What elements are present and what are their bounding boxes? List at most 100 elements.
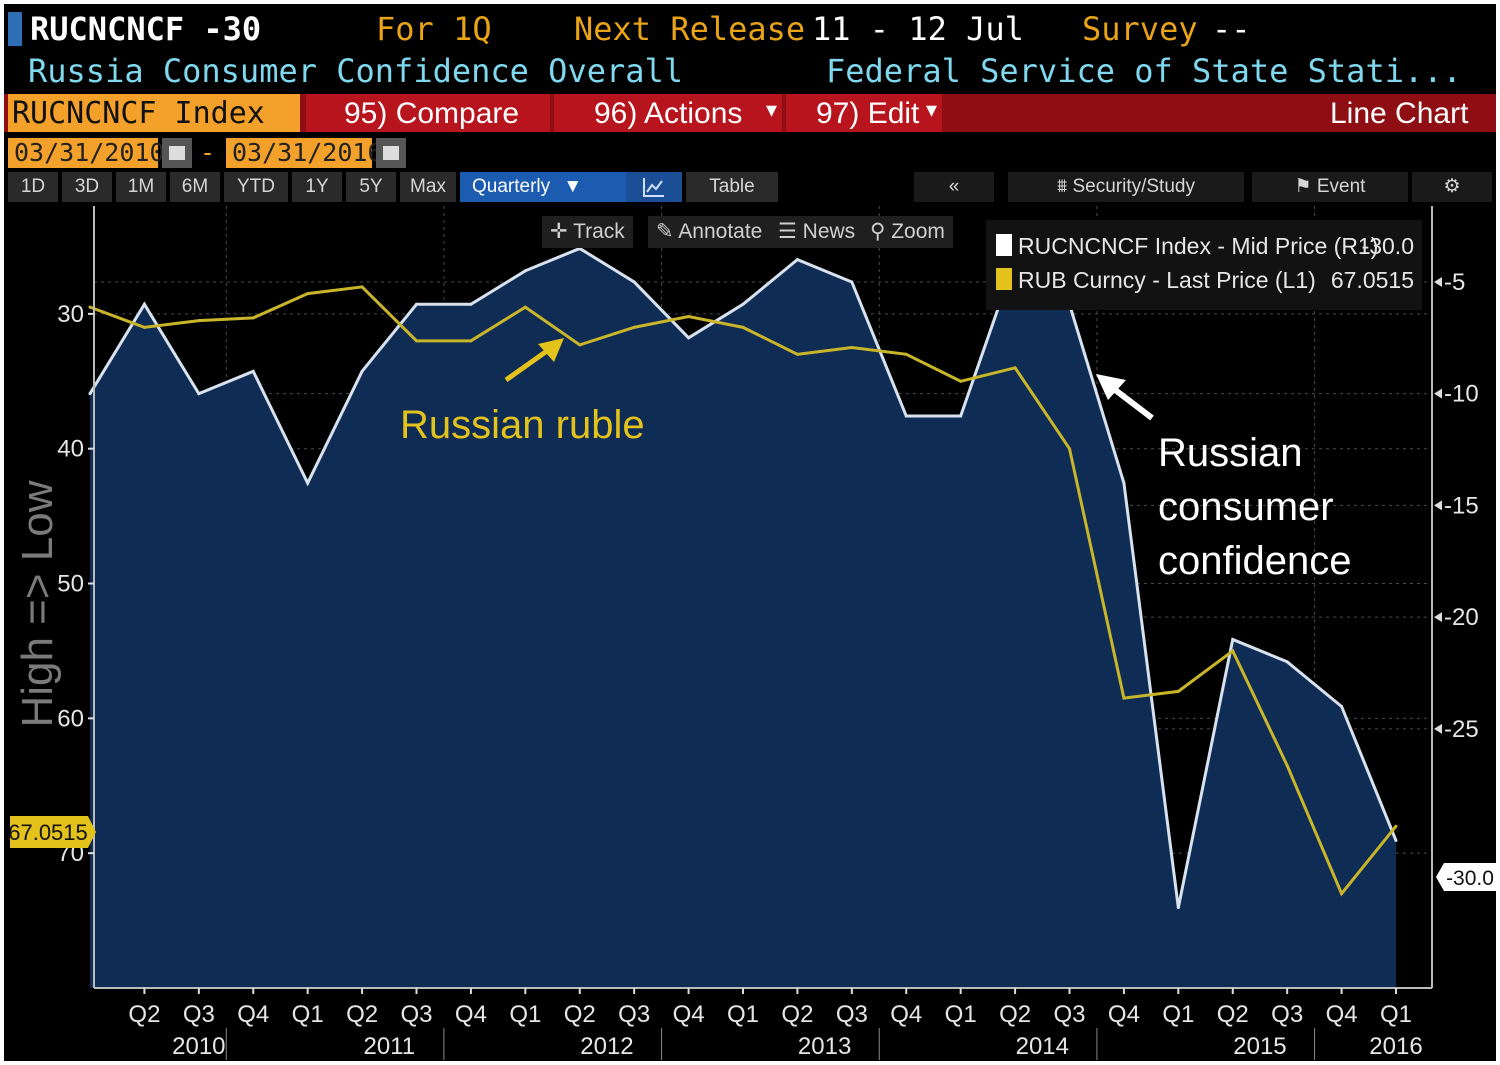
chart-view-icon[interactable] xyxy=(626,172,682,202)
x-axis-tick-label: Q4 xyxy=(1326,1001,1358,1028)
series-title: Russia Consumer Confidence Overall xyxy=(28,52,684,90)
legend-swatch-confidence xyxy=(996,234,1012,256)
x-axis-tick-label: Q1 xyxy=(1162,1001,1194,1028)
for-period-label: For 1Q xyxy=(376,10,492,48)
x-axis-tick-label: Q1 xyxy=(292,1001,324,1028)
x-axis-tick-label: Q1 xyxy=(509,1001,541,1028)
right-axis-tick xyxy=(1434,500,1442,511)
collapse-icon[interactable]: « xyxy=(914,172,994,202)
x-axis-tick-label: Q1 xyxy=(1380,1001,1412,1028)
left-axis-title: High => Low xyxy=(13,480,62,727)
start-calendar-icon[interactable] xyxy=(162,138,192,168)
compare-button[interactable]: 95) Compare xyxy=(306,94,550,132)
x-axis-tick-label: Q2 xyxy=(1217,1001,1249,1028)
ruble-point xyxy=(850,346,854,350)
right-axis-tick-label: -15 xyxy=(1444,492,1479,519)
survey-label: Survey xyxy=(1082,10,1198,48)
confidence-point xyxy=(251,369,255,373)
legend-confidence-label: RUCNCNCF Index - Mid Price (R1) xyxy=(1018,233,1378,259)
event-button[interactable]: ⚑ Event xyxy=(1252,172,1408,202)
edit-dropdown-icon: ▾ xyxy=(926,97,938,122)
legend-ruble-value: 67.0515 xyxy=(1331,267,1414,293)
confidence-point xyxy=(850,280,854,284)
x-axis-year-label: 2010 xyxy=(172,1033,225,1060)
flag-icon: ⚑ xyxy=(1294,176,1317,197)
confidence-point xyxy=(1340,704,1344,708)
confidence-point xyxy=(632,280,636,284)
security-study-button[interactable]: ⩩ Security/Study xyxy=(1008,172,1244,202)
index-field[interactable]: RUCNCNCF Index xyxy=(8,94,300,132)
range-3d-button[interactable]: 3D xyxy=(62,172,112,202)
left-axis-tick-label: 40 xyxy=(57,436,84,463)
x-axis-tick-label: Q3 xyxy=(1271,1001,1303,1028)
confidence-point xyxy=(306,481,310,485)
zoom-button[interactable]: ⚲ Zoom xyxy=(862,216,953,248)
confidence-point xyxy=(88,392,92,396)
ruble-point xyxy=(360,285,364,289)
terminal-window: RUCNCNCF -30 For 1Q Next Release 11 - 12… xyxy=(4,4,1496,1061)
ruble-point xyxy=(1394,824,1398,828)
right-axis-tick xyxy=(1434,276,1442,287)
annotate-button[interactable]: ✎ Annotate xyxy=(648,216,771,248)
ticker-label: RUCNCNCF -30 xyxy=(30,10,262,48)
right-axis-tick-label: -25 xyxy=(1444,716,1479,743)
table-view-button[interactable]: Table xyxy=(686,172,778,202)
ruble-point xyxy=(197,319,201,323)
ruble-point xyxy=(632,325,636,329)
chart-type-label[interactable]: Line Chart xyxy=(1330,97,1469,130)
actions-button[interactable]: 96) Actions ▾ xyxy=(554,94,782,132)
x-axis-year-label: 2013 xyxy=(798,1033,851,1060)
range-6m-button[interactable]: 6M xyxy=(170,172,220,202)
x-axis-tick-label: Q3 xyxy=(183,1001,215,1028)
end-date-field[interactable]: 03/31/2016 xyxy=(226,138,383,168)
edit-button[interactable]: 97) Edit ▾ xyxy=(786,94,942,132)
x-axis-year-label: 2011 xyxy=(363,1033,415,1060)
x-axis-year-label: 2015 xyxy=(1233,1033,1286,1060)
x-axis-year-label: 2016 xyxy=(1369,1033,1422,1060)
track-button[interactable]: ✛ Track xyxy=(542,216,633,248)
news-button[interactable]: ☰ News xyxy=(770,216,864,248)
confidence-current-value-tag: -30.0 xyxy=(1436,863,1496,891)
x-axis-tick-label: Q3 xyxy=(400,1001,432,1028)
x-axis-tick-label: Q3 xyxy=(1053,1001,1085,1028)
actions-dropdown-icon: ▾ xyxy=(766,97,778,122)
ruble-point xyxy=(795,352,799,356)
ruble-point xyxy=(142,325,146,329)
gear-icon[interactable]: ⚙ xyxy=(1412,172,1492,202)
survey-value: -- xyxy=(1212,10,1251,48)
pencil-icon: ✎ xyxy=(656,220,679,243)
chart-points xyxy=(88,246,1398,910)
start-date-field[interactable]: 03/31/2010 xyxy=(8,138,165,168)
legend-swatch-ruble xyxy=(996,268,1012,290)
x-axis-tick-label: Q3 xyxy=(836,1001,868,1028)
frequency-select[interactable]: Quarterly ▼ xyxy=(460,172,632,202)
range-max-button[interactable]: Max xyxy=(400,172,456,202)
range-1d-button[interactable]: 1D xyxy=(8,172,58,202)
range-5y-button[interactable]: 5Y xyxy=(346,172,396,202)
range-1m-button[interactable]: 1M xyxy=(116,172,166,202)
end-calendar-icon[interactable] xyxy=(376,138,406,168)
x-axis-tick-label: Q2 xyxy=(128,1001,160,1028)
x-axis-tick-label: Q2 xyxy=(781,1001,813,1028)
ruble-point xyxy=(251,316,255,320)
range-1y-button[interactable]: 1Y xyxy=(292,172,342,202)
x-axis-tick-label: Q2 xyxy=(564,1001,596,1028)
x-axis-tick-label: Q4 xyxy=(890,1001,922,1028)
confidence-point xyxy=(687,336,691,340)
confidence-point xyxy=(1122,481,1126,485)
confidence-annotation-line1: Russian xyxy=(1158,431,1303,475)
ruble-point xyxy=(1122,696,1126,700)
ruble-point xyxy=(415,339,418,343)
chart-axes xyxy=(93,206,1433,989)
x-axis-tick-label: Q1 xyxy=(727,1001,759,1028)
ruble-point xyxy=(88,305,92,309)
ruble-point xyxy=(578,343,582,347)
ruble-point xyxy=(469,339,473,343)
svg-text:-30.0: -30.0 xyxy=(1446,867,1494,890)
confidence-point xyxy=(415,302,418,306)
index-field-label: RUCNCNCF Index xyxy=(12,96,265,131)
security-study-icon: ⩩ xyxy=(1057,176,1073,197)
range-ytd-button[interactable]: YTD xyxy=(224,172,288,202)
